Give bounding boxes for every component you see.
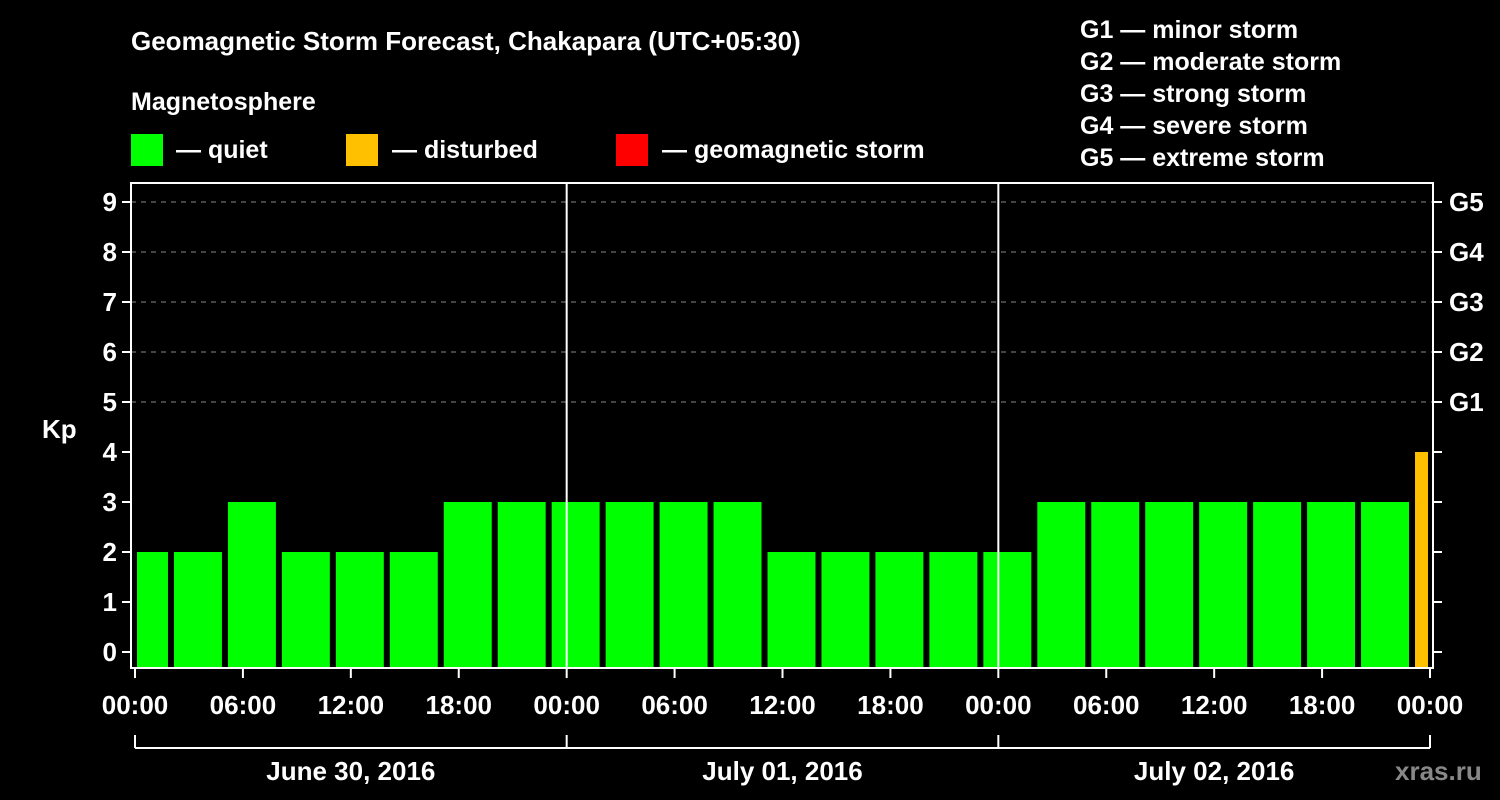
kp-bar	[1037, 502, 1086, 668]
y-tick-label: 2	[103, 537, 117, 567]
kp-bar	[1253, 502, 1302, 668]
kp-bar	[1145, 502, 1194, 668]
kp-bar	[983, 552, 1032, 668]
storm-scale-g5: G5 — extreme storm	[1080, 144, 1325, 172]
x-tick-label: 00:00	[965, 690, 1032, 720]
legend-label-quiet: — quiet	[176, 136, 268, 164]
legend-label-storm: — geomagnetic storm	[662, 136, 925, 164]
kp-bar	[443, 502, 492, 668]
kp-bar	[713, 502, 762, 668]
storm-level-label: G3	[1449, 287, 1484, 317]
kp-bar	[767, 552, 816, 668]
kp-bar	[1307, 502, 1356, 668]
kp-bar	[1091, 502, 1140, 668]
kp-bar	[929, 552, 978, 668]
storm-scale-g3: G3 — strong storm	[1080, 80, 1306, 108]
kp-bar	[389, 552, 438, 668]
legend: — quiet — disturbed — geomagnetic storm	[131, 134, 925, 166]
x-tick-label: 12:00	[318, 690, 385, 720]
x-tick-label: 18:00	[1289, 690, 1356, 720]
kp-bar	[137, 552, 168, 668]
day-label: July 01, 2016	[702, 756, 862, 786]
storm-level-label: G2	[1449, 337, 1484, 367]
storm-scale-g4: G4 — severe storm	[1080, 112, 1308, 140]
x-tick-label: 06:00	[210, 690, 277, 720]
kp-bar	[1415, 452, 1428, 668]
storm-scale-g1: G1 — minor storm	[1080, 16, 1298, 44]
watermark: xras.ru	[1395, 756, 1482, 786]
kp-bar	[281, 552, 330, 668]
y-tick-label: 5	[103, 387, 117, 417]
kp-bar	[605, 502, 654, 668]
x-tick-label: 12:00	[1181, 690, 1248, 720]
legend-swatch-quiet	[131, 134, 163, 166]
kp-bar	[335, 552, 384, 668]
storm-level-label: G1	[1449, 387, 1484, 417]
legend-title: Magnetosphere	[131, 88, 316, 116]
kp-bar	[551, 502, 600, 668]
storm-level-label: G4	[1449, 237, 1484, 267]
storm-level-label: G5	[1449, 187, 1484, 217]
x-tick-label: 00:00	[102, 690, 169, 720]
kp-bar	[821, 552, 870, 668]
legend-swatch-storm	[616, 134, 648, 166]
y-tick-label: 0	[103, 637, 117, 667]
x-tick-label: 06:00	[641, 690, 708, 720]
x-tick-label: 12:00	[749, 690, 816, 720]
x-tick-label: 18:00	[857, 690, 924, 720]
kp-bar	[875, 552, 924, 668]
storm-scale-g2: G2 — moderate storm	[1080, 48, 1341, 76]
y-tick-label: 4	[103, 437, 118, 467]
x-tick-label: 00:00	[533, 690, 600, 720]
kp-bar	[497, 502, 546, 668]
x-tick-label: 18:00	[426, 690, 493, 720]
y-tick-label: 8	[103, 237, 117, 267]
chart-title: Geomagnetic Storm Forecast, Chakapara (U…	[131, 26, 801, 56]
y-tick-label: 7	[103, 287, 117, 317]
x-tick-label: 00:00	[1397, 690, 1464, 720]
y-tick-label: 9	[103, 187, 117, 217]
kp-bar	[659, 502, 708, 668]
day-label: July 02, 2016	[1134, 756, 1294, 786]
storm-scale-legend: G1 — minor storm G2 — moderate storm G3 …	[1080, 16, 1341, 172]
day-label: June 30, 2016	[266, 756, 435, 786]
x-tick-label: 06:00	[1073, 690, 1140, 720]
kp-bar	[227, 502, 276, 668]
y-tick-label: 1	[103, 587, 117, 617]
legend-label-disturbed: — disturbed	[392, 136, 538, 164]
kp-bar	[173, 552, 222, 668]
y-tick-label: 6	[103, 337, 117, 367]
plot-area: 0 1 2 3 4 5 6 7 8 9 G1 G2 G3 G4 G5 00:00 06:00 12:00 18:00…	[102, 182, 1484, 786]
kp-bar	[1361, 502, 1410, 668]
kp-bar	[1199, 502, 1248, 668]
y-axis-label: Kp	[42, 414, 77, 444]
legend-swatch-disturbed	[346, 134, 378, 166]
y-tick-label: 3	[103, 487, 117, 517]
